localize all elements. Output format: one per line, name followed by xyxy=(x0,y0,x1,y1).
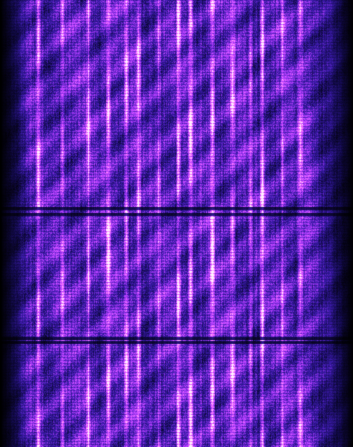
spectrogram-image xyxy=(0,0,353,447)
spectrogram-frame xyxy=(0,0,353,447)
